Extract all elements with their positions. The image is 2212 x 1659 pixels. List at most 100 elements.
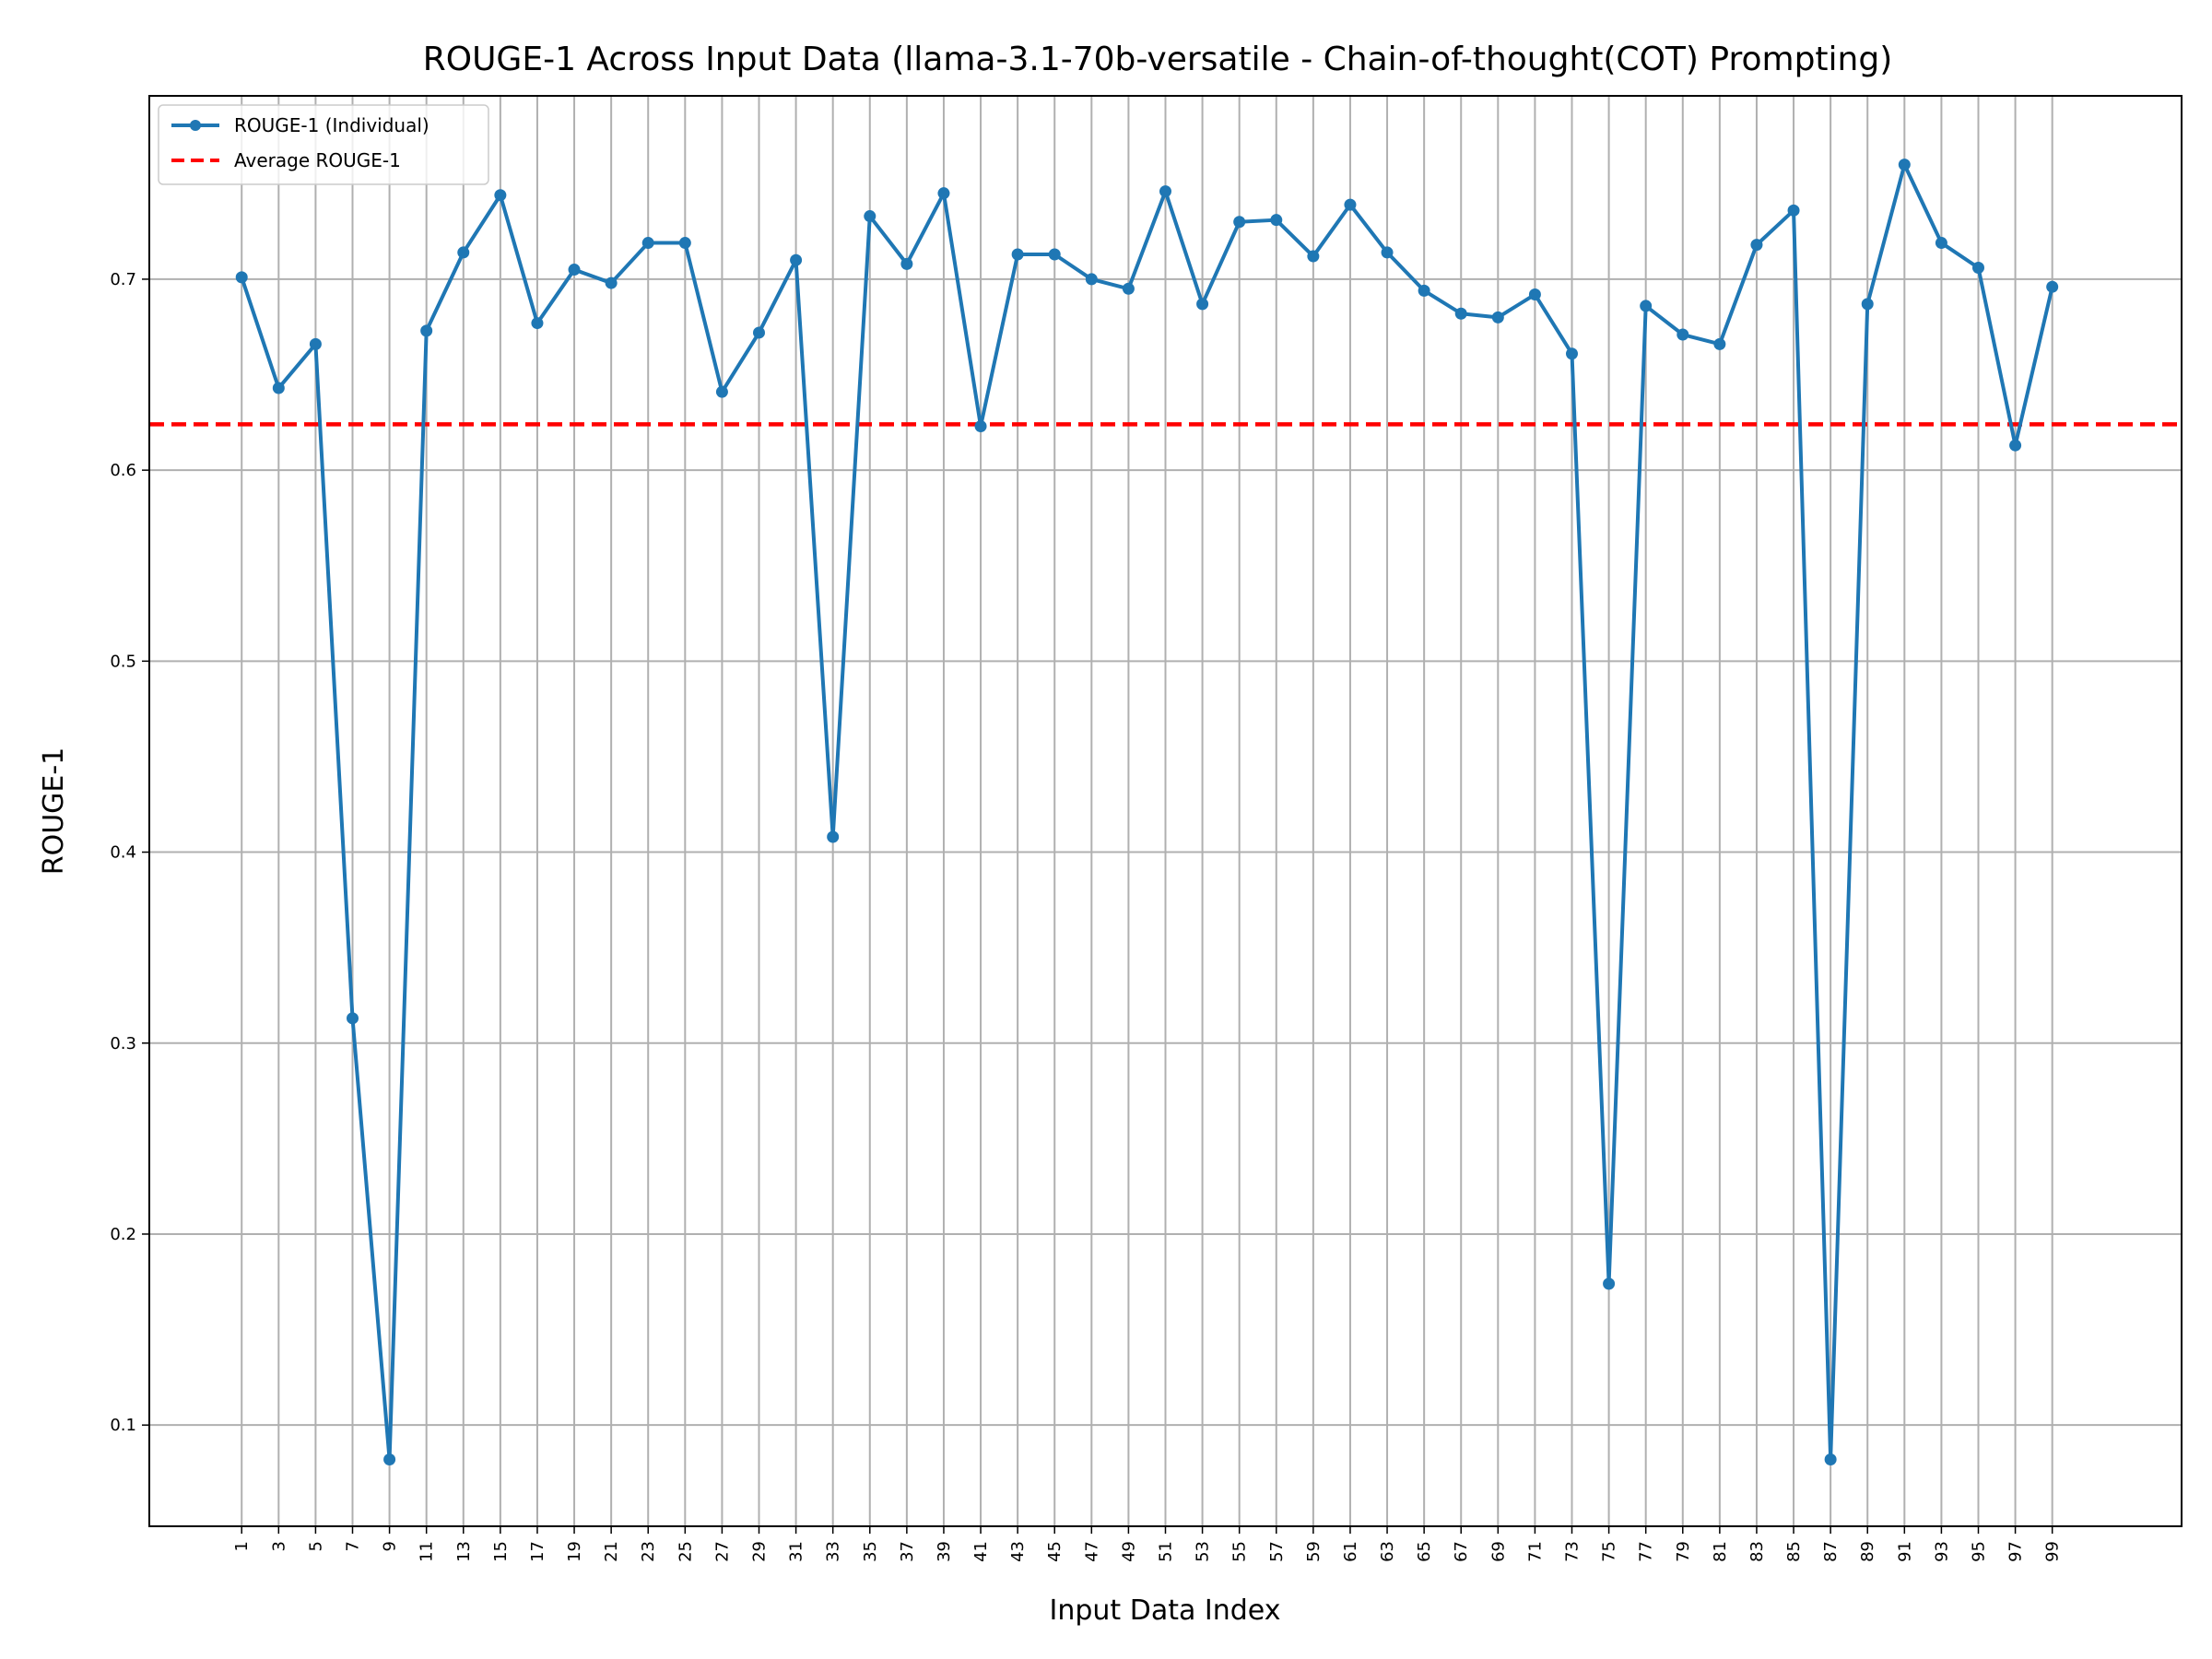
y-tick-label: 0.3 bbox=[110, 1034, 136, 1053]
x-tick-label: 63 bbox=[1378, 1541, 1397, 1562]
x-tick-label: 39 bbox=[935, 1541, 954, 1562]
data-point bbox=[1381, 246, 1394, 259]
data-point bbox=[347, 1012, 359, 1025]
data-point bbox=[790, 253, 803, 266]
data-point bbox=[1454, 307, 1467, 320]
x-tick-label: 33 bbox=[824, 1541, 843, 1562]
data-point bbox=[1528, 288, 1541, 300]
data-point bbox=[1935, 237, 1947, 250]
data-point bbox=[1307, 250, 1320, 263]
data-point bbox=[1566, 347, 1578, 360]
x-tick-label: 61 bbox=[1341, 1541, 1360, 1562]
data-point bbox=[457, 246, 470, 259]
x-tick-label: 45 bbox=[1045, 1541, 1065, 1562]
data-point bbox=[420, 324, 433, 337]
x-tick-label: 79 bbox=[1674, 1541, 1693, 1562]
x-tick-label: 89 bbox=[1858, 1541, 1877, 1562]
data-point bbox=[605, 276, 618, 289]
data-point bbox=[1787, 204, 1800, 217]
x-tick-label: 35 bbox=[861, 1541, 880, 1562]
x-tick-label: 1 bbox=[232, 1541, 252, 1551]
data-point bbox=[235, 271, 248, 284]
data-point bbox=[1344, 198, 1357, 211]
x-tick-label: 91 bbox=[1895, 1541, 1914, 1562]
x-tick-label: 73 bbox=[1563, 1541, 1583, 1562]
data-point bbox=[272, 382, 285, 394]
x-tick-label: 21 bbox=[602, 1541, 621, 1562]
x-tick-label: 43 bbox=[1008, 1541, 1028, 1562]
data-point bbox=[1491, 311, 1504, 324]
x-tick-label: 69 bbox=[1488, 1541, 1508, 1562]
data-point bbox=[974, 419, 987, 432]
x-tick-label: 11 bbox=[418, 1541, 437, 1562]
legend: ROUGE-1 (Individual) Average ROUGE-1 bbox=[158, 104, 489, 185]
x-tick-label: 93 bbox=[1932, 1541, 1951, 1562]
data-point bbox=[494, 189, 507, 202]
legend-box bbox=[158, 104, 489, 185]
data-point bbox=[715, 385, 728, 398]
x-tick-label: 41 bbox=[971, 1541, 991, 1562]
x-tick-label: 75 bbox=[1600, 1541, 1619, 1562]
data-point bbox=[1122, 282, 1135, 295]
x-tick-label: 67 bbox=[1452, 1541, 1471, 1562]
data-point bbox=[2046, 280, 2059, 293]
data-point bbox=[2009, 439, 2022, 452]
x-tick-label: 55 bbox=[1230, 1541, 1250, 1562]
x-tick-label: 77 bbox=[1637, 1541, 1656, 1562]
data-point bbox=[309, 337, 322, 350]
data-point bbox=[753, 326, 765, 339]
x-tick-label: 7 bbox=[344, 1541, 363, 1551]
x-tick-label: 51 bbox=[1157, 1541, 1176, 1562]
series-group bbox=[235, 159, 2059, 1465]
x-tick-label: 71 bbox=[1525, 1541, 1545, 1562]
x-axis-title: Input Data Index bbox=[1050, 1594, 1281, 1627]
x-tick-label: 95 bbox=[1970, 1541, 1989, 1562]
x-tick-label: 27 bbox=[712, 1541, 732, 1562]
series-line bbox=[240, 162, 2054, 1462]
legend-label-average: Average ROUGE-1 bbox=[234, 149, 401, 171]
data-point bbox=[1418, 284, 1430, 297]
y-tick-label: 0.2 bbox=[110, 1225, 136, 1244]
data-point bbox=[678, 237, 691, 250]
data-point bbox=[1196, 298, 1209, 311]
x-tick-label: 99 bbox=[2043, 1541, 2063, 1562]
x-tick-label: 29 bbox=[750, 1541, 770, 1562]
data-point bbox=[383, 1453, 396, 1465]
y-tick-label: 0.4 bbox=[110, 843, 136, 863]
y-tick-label: 0.1 bbox=[110, 1416, 136, 1435]
x-tick-label: 5 bbox=[306, 1541, 325, 1551]
x-tick-label: 87 bbox=[1821, 1541, 1841, 1562]
x-tick-label: 47 bbox=[1082, 1541, 1101, 1562]
x-tick-label: 31 bbox=[787, 1541, 806, 1562]
data-point bbox=[1011, 248, 1024, 261]
data-point bbox=[1159, 185, 1171, 198]
data-point bbox=[641, 237, 654, 250]
data-point bbox=[1603, 1277, 1616, 1290]
data-point bbox=[1750, 239, 1763, 252]
x-tick-label: 65 bbox=[1415, 1541, 1434, 1562]
x-tick-label: 97 bbox=[2006, 1541, 2026, 1562]
x-tick-label: 85 bbox=[1784, 1541, 1804, 1562]
x-tick-label: 53 bbox=[1194, 1541, 1213, 1562]
data-point bbox=[1270, 214, 1283, 227]
chart-title: ROUGE-1 Across Input Data (llama-3.1-70b… bbox=[423, 41, 1893, 78]
x-tick-label: 81 bbox=[1711, 1541, 1730, 1562]
data-point bbox=[1824, 1453, 1837, 1465]
data-point bbox=[1713, 337, 1726, 350]
data-point bbox=[1898, 159, 1911, 171]
y-axis-title: ROUGE-1 bbox=[38, 747, 70, 876]
x-tick-label: 17 bbox=[528, 1541, 547, 1562]
x-tick-label: 15 bbox=[491, 1541, 511, 1562]
x-tick-label: 57 bbox=[1267, 1541, 1287, 1562]
data-point bbox=[1085, 273, 1098, 286]
data-point bbox=[1233, 216, 1246, 229]
y-tick-label: 0.6 bbox=[110, 461, 136, 480]
data-point bbox=[900, 257, 913, 270]
data-point bbox=[937, 187, 950, 200]
x-axis: 1 3 5 7 9 11 13 15 17 19 21 23 25 27 29 31 33 35 37 39 41 43 4… bbox=[232, 1526, 2063, 1562]
data-point bbox=[864, 210, 877, 223]
data-point bbox=[531, 317, 544, 330]
data-point bbox=[827, 830, 840, 843]
